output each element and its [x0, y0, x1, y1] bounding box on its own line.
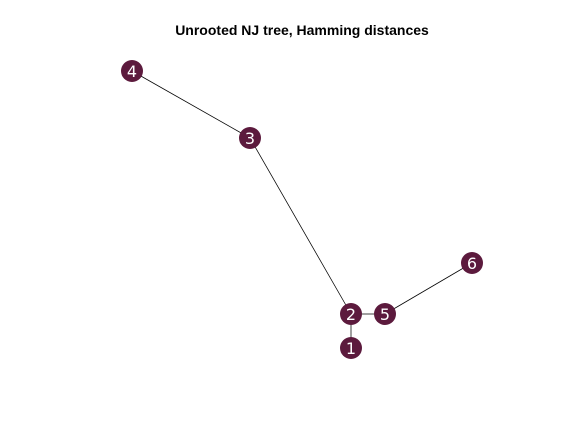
node-circle — [239, 127, 261, 149]
tree-node-1: 1 — [340, 337, 362, 359]
node-circle — [340, 337, 362, 359]
tree-node-6: 6 — [461, 252, 483, 274]
edge-3-2 — [249, 137, 352, 315]
node-label: 1 — [346, 339, 356, 358]
node-label: 5 — [380, 305, 390, 324]
node-label: 4 — [127, 62, 137, 81]
node-circle — [121, 60, 143, 82]
tree-node-5: 5 — [374, 303, 396, 325]
node-label: 6 — [467, 254, 477, 273]
node-label: 2 — [346, 305, 356, 324]
tree-node-4: 4 — [121, 60, 143, 82]
node-circle — [461, 252, 483, 274]
node-circle — [374, 303, 396, 325]
plot-title: Unrooted NJ tree, Hamming distances — [175, 22, 429, 38]
tree-node-3: 3 — [239, 127, 261, 149]
edge-5-6 — [384, 262, 473, 315]
tree-nodes: 4 3 2 1 5 6 — [121, 60, 483, 359]
tree-node-2: 2 — [340, 303, 362, 325]
node-label: 3 — [245, 129, 255, 148]
edge-4-3 — [131, 70, 251, 139]
node-circle — [340, 303, 362, 325]
